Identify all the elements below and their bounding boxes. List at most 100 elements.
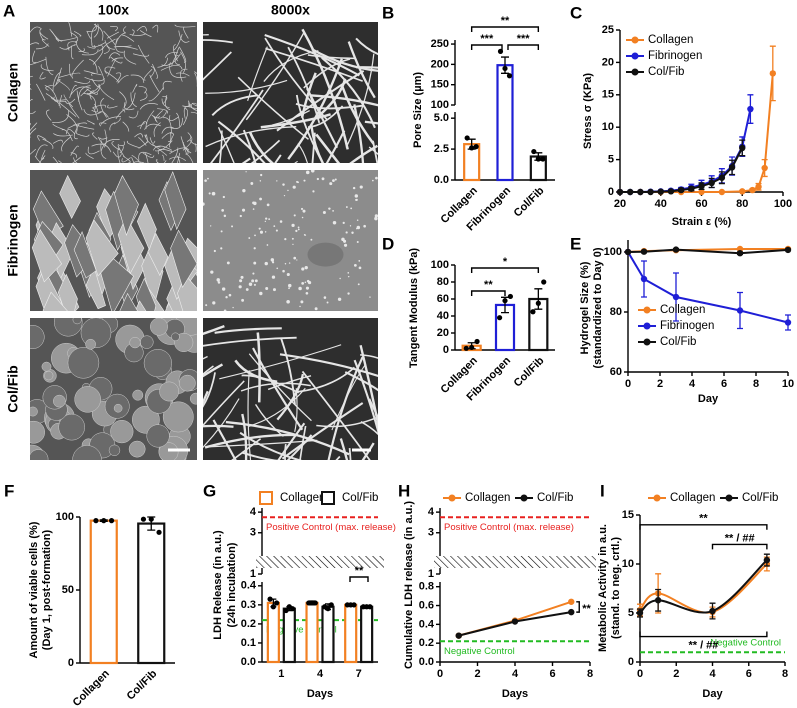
series-line [620,73,774,193]
significance-bracket [507,44,540,50]
significance-label: ** [582,603,591,615]
data-point [739,188,746,195]
series-line [639,559,768,614]
sem-particle [295,229,298,233]
data-point [283,607,289,614]
sem-fiber [69,84,77,99]
sem-particle [332,209,334,212]
sem-particle [207,177,209,180]
sem-fiber [30,99,33,102]
legend-label: Col/Fib [537,492,573,504]
x-axis-title: Days [502,688,528,700]
sem-particle [283,195,286,197]
y-tick-label: 20 [437,327,449,339]
sem-fiber [55,37,77,41]
sem-fiber [110,26,119,32]
legend-marker [643,322,651,330]
data-point [698,188,705,196]
sem-fiber [204,433,299,449]
sem-particle [241,298,245,302]
panel-letter: F [4,481,14,500]
sem-particle [260,173,263,177]
sem-particle [254,234,256,237]
sem-particle [292,185,296,189]
bar [496,64,514,182]
sem-image [30,22,197,163]
significance-label: ** [501,15,510,27]
sem-sheet [134,300,147,311]
x-tick-label: 2 [657,378,663,390]
data-point [763,556,771,564]
sem-fiber [139,103,158,110]
significance-label: *** [517,33,531,45]
sem-particle [297,181,299,184]
sem-fiber [100,116,121,125]
sem-fiber [217,127,235,163]
sem-particle [301,267,305,271]
sem-particle [347,272,350,274]
data-point [698,182,705,190]
sem-particle [357,283,360,286]
panel-letter: G [203,481,216,500]
sem-fiber [134,133,143,138]
sem-particle [349,225,352,227]
sem-particle [372,179,374,182]
sem-blob [30,420,45,444]
sem-fiber [157,148,173,155]
reference-label: Negative Control [444,646,515,657]
sem-particle [266,244,269,246]
sem-fiber [30,58,47,66]
sem-fiber [137,44,150,64]
sem-fiber [97,136,105,145]
sem-fiber [321,56,376,129]
sem-sheet [73,231,97,279]
sem-fiber [123,26,127,34]
sem-particle [307,242,344,267]
sem-blob [171,332,180,342]
sem-blob [132,389,144,401]
sem-particle [259,291,263,296]
sem-fiber [119,145,124,154]
sem-particle [225,296,228,299]
sem-particle [354,194,358,198]
sem-fiber [241,451,302,460]
sem-particle [347,292,350,295]
sem-fiber [145,134,149,143]
data-point [636,609,644,617]
sem-fiber [205,125,297,148]
sem-fiber [153,110,168,119]
row-label: Col/Fib [5,365,21,412]
sem-particle [302,209,306,213]
sem-fiber [102,38,116,50]
y-axis-title: Metabolic Activity in a.u. [597,524,609,652]
sem-particle [221,287,226,291]
sem-particle [332,179,335,182]
sem-blob [53,394,66,408]
sem-fiber [35,43,49,50]
sem-particle [374,216,378,221]
sem-fiber [341,85,375,145]
y-tick-label: 3 [250,527,256,539]
sem-fiber [91,25,98,45]
sem-fiber [139,30,152,37]
x-tick-label: 6 [549,668,555,680]
series-line [620,147,744,193]
sem-fiber [100,140,107,160]
significance-bracket [470,290,506,296]
sem-fiber [45,93,61,109]
data-point [497,315,503,321]
data-point [474,338,480,345]
y-tick-label: 0 [443,344,449,356]
data-point [469,344,475,351]
sem-fiber [219,344,342,380]
sem-particle [216,278,220,282]
sem-fiber [162,96,168,105]
sem-fiber [171,147,179,163]
sem-fiber [153,122,161,137]
bar [360,605,374,664]
y-axis-title: (24h incubation) [226,542,238,627]
data-point [672,293,680,301]
sem-fiber [37,135,47,141]
data-point [784,246,792,254]
sem-particle [258,227,261,230]
